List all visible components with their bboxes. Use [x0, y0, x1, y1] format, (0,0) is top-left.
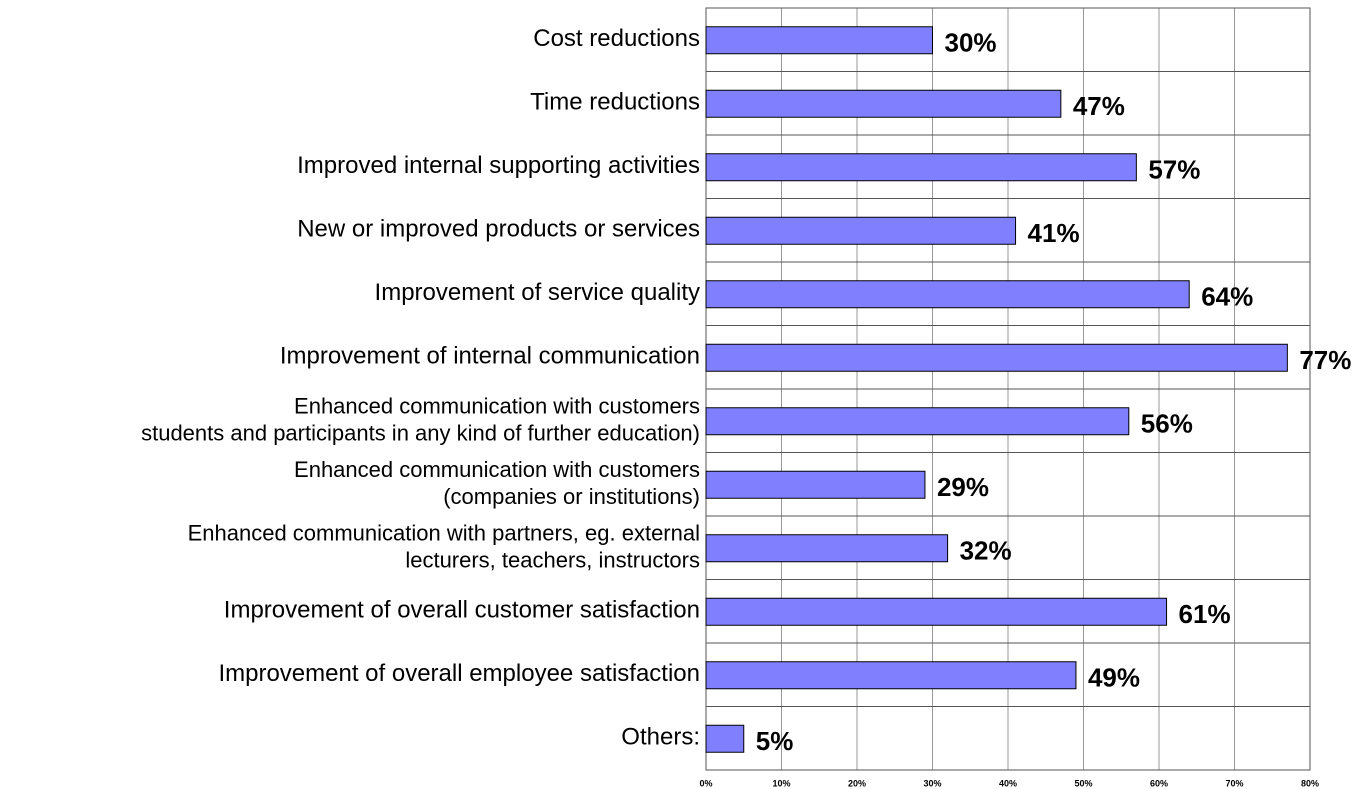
bar [705, 26, 933, 55]
x-tick-label: 0% [699, 778, 712, 788]
x-tick-label: 70% [1225, 778, 1243, 788]
plot-frame [705, 7, 1311, 771]
bar [705, 216, 1017, 245]
bar [705, 407, 1130, 436]
bar [705, 724, 745, 753]
category-label: Enhanced communication with customers (co… [294, 457, 700, 509]
x-tick-label: 20% [848, 778, 866, 788]
value-label: 29% [937, 472, 989, 502]
value-label: 57% [1148, 155, 1200, 185]
bar [705, 153, 1137, 182]
bar [705, 343, 1288, 372]
value-label: 5% [756, 726, 794, 756]
value-label: 41% [1028, 218, 1080, 248]
x-tick-label: 50% [1074, 778, 1092, 788]
bar [705, 89, 1062, 118]
bar [705, 597, 1168, 626]
category-label: Improvement of internal communication [280, 343, 700, 370]
category-label: Cost reductions [533, 25, 700, 52]
x-tick-label: 30% [923, 778, 941, 788]
bar [705, 280, 1190, 309]
category-label: Time reductions [530, 89, 700, 116]
value-label: 49% [1088, 663, 1140, 693]
value-label: 32% [960, 536, 1012, 566]
x-tick-label: 80% [1301, 778, 1319, 788]
value-label: 64% [1201, 282, 1253, 312]
value-label: 47% [1073, 91, 1125, 121]
category-label: Enhanced communication with customers stu… [141, 393, 700, 445]
bar [705, 534, 949, 563]
value-label: 77% [1299, 345, 1351, 375]
category-label: Improvement of overall customer satisfac… [224, 597, 700, 624]
category-label: Improvement of service quality [375, 279, 700, 306]
x-tick-label: 10% [772, 778, 790, 788]
category-label: Others: [621, 724, 700, 751]
bar [705, 661, 1077, 690]
value-label: 56% [1141, 409, 1193, 439]
category-label: Improvement of overall employee satisfac… [218, 660, 700, 687]
category-label: New or improved products or services [297, 216, 700, 243]
category-label: Improved internal supporting activities [297, 152, 700, 179]
bar [705, 470, 926, 499]
value-label: 30% [945, 28, 997, 58]
x-tick-label: 60% [1150, 778, 1168, 788]
value-label: 61% [1179, 599, 1231, 629]
category-label: Enhanced communication with partners, eg… [188, 520, 700, 572]
x-tick-label: 40% [999, 778, 1017, 788]
